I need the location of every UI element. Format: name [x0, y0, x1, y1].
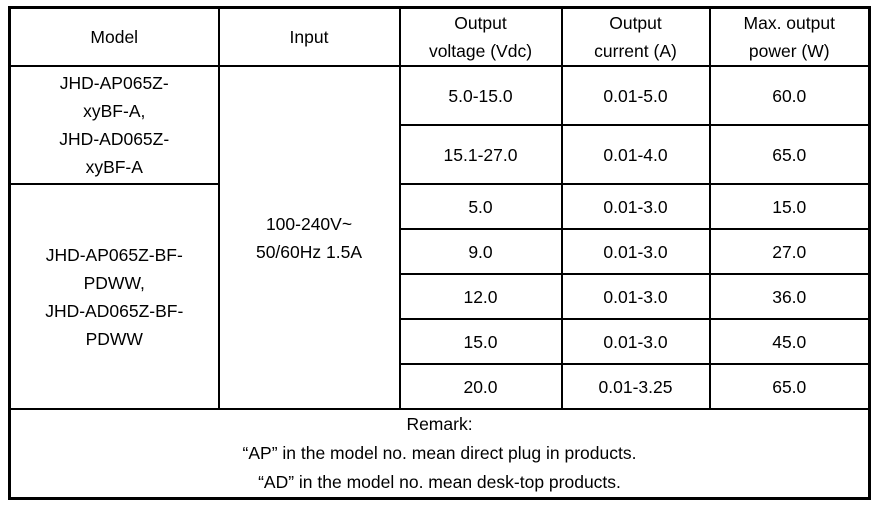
header-output-current: Output current (A): [560, 6, 711, 67]
header-row: Model Input Output voltage (Vdc) Output …: [8, 6, 871, 67]
power-value: 60.0: [708, 65, 871, 126]
current-value: 0.01-3.0: [560, 228, 711, 275]
power-value: 15.0: [708, 183, 871, 230]
current-value: 0.01-5.0: [560, 65, 711, 126]
power-value: 36.0: [708, 273, 871, 320]
voltage-value: 15.0: [398, 318, 563, 365]
voltage-value: 20.0: [398, 363, 563, 410]
current-value: 0.01-3.25: [560, 363, 711, 410]
table-row: 9.0 0.01-3.0 27.0: [10, 228, 871, 275]
voltage-value: 15.1-27.0: [398, 124, 563, 185]
remark-line-ad: “AD” in the model no. mean desk-top prod…: [258, 472, 621, 492]
table-row: 15.0 0.01-3.0 45.0: [10, 318, 871, 365]
model-group-2: JHD-AP065Z-BF- PDWW, JHD-AD065Z-BF- PDWW: [8, 183, 220, 410]
table-row: JHD-AP065Z-BF- PDWW, JHD-AD065Z-BF- PDWW…: [8, 183, 871, 410]
power-value: 65.0: [708, 363, 871, 410]
header-max-output-power: Max. output power (W): [708, 6, 871, 67]
current-value: 0.01-4.0: [560, 124, 711, 185]
spec-table: Model Input Output voltage (Vdc) Output …: [8, 6, 871, 500]
voltage-value: 5.0: [398, 183, 563, 230]
header-input: Input: [217, 6, 401, 67]
current-value: 0.01-3.0: [560, 318, 711, 365]
voltage-value: 5.0-15.0: [398, 65, 563, 126]
remark-row: Remark: “AP” in the model no. mean direc…: [8, 408, 871, 500]
power-value: 27.0: [708, 228, 871, 275]
remark-cell: Remark: “AP” in the model no. mean direc…: [8, 408, 871, 500]
voltage-value: 9.0: [398, 228, 563, 275]
current-value: 0.01-3.0: [560, 183, 711, 230]
power-value: 45.0: [708, 318, 871, 365]
table-row: JHD-AP065Z- xyBF-A, JHD-AD065Z- xyBF-A 1…: [8, 65, 871, 410]
voltage-value: 12.0: [398, 273, 563, 320]
current-value: 0.01-3.0: [560, 273, 711, 320]
remark-line-ap: “AP” in the model no. mean direct plug i…: [242, 443, 637, 463]
remark-title: Remark:: [406, 414, 473, 434]
header-output-voltage: Output voltage (Vdc): [398, 6, 563, 67]
model-group-1: JHD-AP065Z- xyBF-A, JHD-AD065Z- xyBF-A: [8, 65, 220, 185]
table-row: 20.0 0.01-3.25 65.0: [10, 363, 871, 410]
table-row: 15.1-27.0 0.01-4.0 65.0: [10, 124, 871, 185]
table-row: 12.0 0.01-3.0 36.0: [10, 273, 871, 320]
input-value: 100-240V~ 50/60Hz 1.5A: [217, 65, 401, 410]
header-model: Model: [8, 6, 220, 67]
power-value: 65.0: [708, 124, 871, 185]
